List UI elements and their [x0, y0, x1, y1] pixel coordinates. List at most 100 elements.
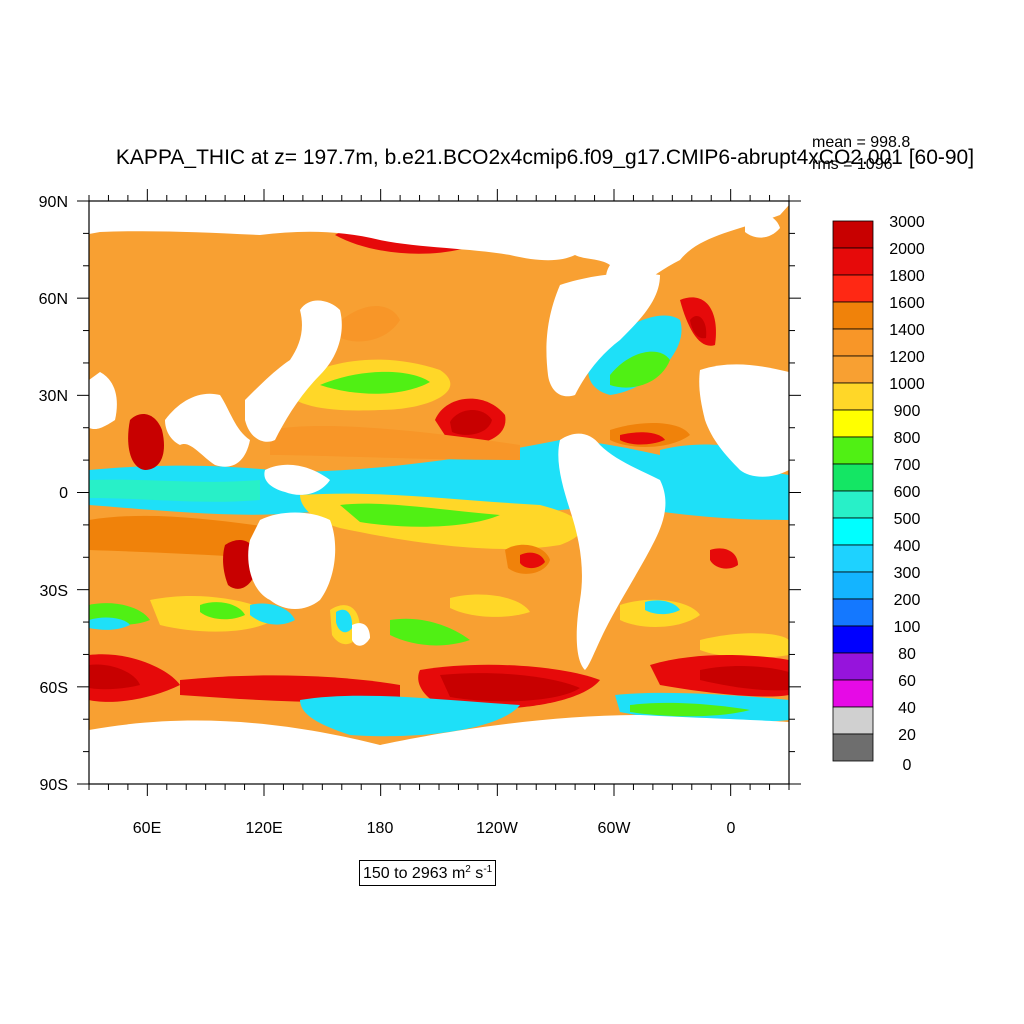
- colorbar-swatch: [832, 328, 874, 357]
- colorbar-swatch: [832, 247, 874, 276]
- colorbar-swatch: [832, 490, 874, 519]
- chart-title: KAPPA_THIC at z= 197.7m, b.e21.BCO2x4cmi…: [115, 146, 975, 169]
- colorbar-swatch: [832, 625, 874, 654]
- maritime-continent-land: [264, 464, 330, 495]
- colorbar-swatch: [832, 571, 874, 600]
- colorbar-label: 0: [903, 757, 912, 774]
- range-exp1: 2: [465, 864, 471, 875]
- so-darkred-pac: [440, 673, 580, 702]
- colorbar: [832, 220, 874, 762]
- north-america-land: [546, 273, 660, 397]
- colorbar-label: 1400: [889, 322, 925, 339]
- so-darkred-east: [700, 666, 789, 691]
- colorbar-label: 300: [894, 565, 921, 582]
- colorbar-swatch: [832, 733, 874, 762]
- colorbar-swatch: [832, 544, 874, 573]
- y-tick-60n: 60N: [39, 291, 68, 308]
- so-darkred-west: [89, 664, 140, 690]
- africa-north-land: [89, 372, 117, 430]
- colorbar-swatch: [832, 355, 874, 384]
- colorbar-labels: 3000 2000 1800 1600 1400 1200 1000 900 8…: [889, 214, 925, 774]
- antarctica-land: [89, 715, 789, 784]
- satl-south-yellow: [700, 633, 789, 658]
- colorbar-label: 40: [898, 700, 916, 717]
- colorbar-label: 400: [894, 538, 921, 555]
- x-tick-0: 0: [727, 820, 736, 837]
- colorbar-label: 600: [894, 484, 921, 501]
- data-range-box: 150 to 2963 m2 s-1: [359, 860, 497, 886]
- colorbar-swatch: [832, 598, 874, 627]
- spac-yellow: [450, 594, 530, 617]
- range-mid: s: [470, 865, 484, 882]
- greenland-land: [745, 213, 780, 238]
- colorbar-swatch: [832, 436, 874, 465]
- x-tick-labels: 60E 120E 180 120W 60W 0: [133, 820, 736, 837]
- colorbar-label: 2000: [889, 241, 925, 258]
- ross-sea-cyan: [300, 695, 520, 737]
- x-tick-120w: 120W: [476, 820, 519, 837]
- colorbar-label: 1000: [889, 376, 925, 393]
- colorbar-label: 100: [894, 619, 921, 636]
- indian-eq-teal: [89, 479, 260, 502]
- india-land: [165, 393, 250, 467]
- range-exp2: -1: [483, 864, 493, 875]
- range-text: 150 to 2963 m: [363, 865, 466, 882]
- colorbar-label: 1600: [889, 295, 925, 312]
- weddell-sea-green: [630, 702, 750, 717]
- colorbar-swatch: [832, 274, 874, 303]
- x-tick-180: 180: [367, 820, 394, 837]
- x-tick-120e: 120E: [245, 820, 282, 837]
- mean-label: mean = 998.8: [812, 134, 911, 151]
- y-tick-30s: 30S: [40, 583, 68, 600]
- y-tick-0: 0: [59, 485, 68, 502]
- colorbar-swatch: [832, 220, 874, 249]
- pac-south-green: [340, 503, 500, 527]
- sind-green: [200, 602, 245, 620]
- rms-label: rms = 1096: [812, 156, 893, 173]
- arabian-darkred: [128, 414, 165, 470]
- colorbar-label: 900: [894, 403, 921, 420]
- spac-green: [390, 618, 470, 646]
- y-tick-90s: 90S: [40, 777, 68, 794]
- y-tick-labels: 90N 60N 30N 0 30S 60S 90S: [39, 194, 68, 794]
- satl-red: [710, 548, 738, 569]
- colorbar-label: 80: [898, 646, 916, 663]
- npac-green: [320, 371, 430, 394]
- npac-orange: [330, 306, 400, 342]
- africa-land: [699, 364, 789, 477]
- colorbar-label: 800: [894, 430, 921, 447]
- colorbar-swatch: [832, 517, 874, 546]
- colorbar-swatch: [832, 463, 874, 492]
- colorbar-label: 60: [898, 673, 916, 690]
- east-asia-land: [245, 300, 342, 442]
- new-zealand-land: [352, 623, 370, 646]
- colorbar-label: 200: [894, 592, 921, 609]
- y-tick-30n: 30N: [39, 388, 68, 405]
- x-tick-60w: 60W: [598, 820, 632, 837]
- colorbar-swatch: [832, 382, 874, 411]
- colorbar-label: 500: [894, 511, 921, 528]
- south-america-land: [558, 433, 666, 670]
- so-red-mid: [180, 675, 400, 703]
- natl-red2: [620, 432, 665, 445]
- natl-darkred: [690, 316, 707, 339]
- colorbar-swatch: [832, 409, 874, 438]
- colorbar-label: 3000: [889, 214, 925, 231]
- tasman-cyan: [336, 609, 353, 633]
- axis-ticks: [77, 189, 801, 796]
- colorbar-swatch: [832, 301, 874, 330]
- npac-subtropic: [270, 425, 520, 460]
- colorbar-swatch: [832, 706, 874, 735]
- colorbar-swatch: [832, 652, 874, 681]
- spac-red: [520, 552, 545, 569]
- colorbar-label: 700: [894, 457, 921, 474]
- natl-green: [610, 351, 670, 388]
- colorbar-label: 20: [898, 727, 916, 744]
- sind-east-cyan: [250, 603, 295, 625]
- sind-west-cyan: [89, 617, 130, 630]
- satl-cyan: [645, 600, 680, 615]
- npac-darkred: [450, 410, 492, 435]
- colorbar-swatch: [832, 679, 874, 708]
- colorbar-label: 1200: [889, 349, 925, 366]
